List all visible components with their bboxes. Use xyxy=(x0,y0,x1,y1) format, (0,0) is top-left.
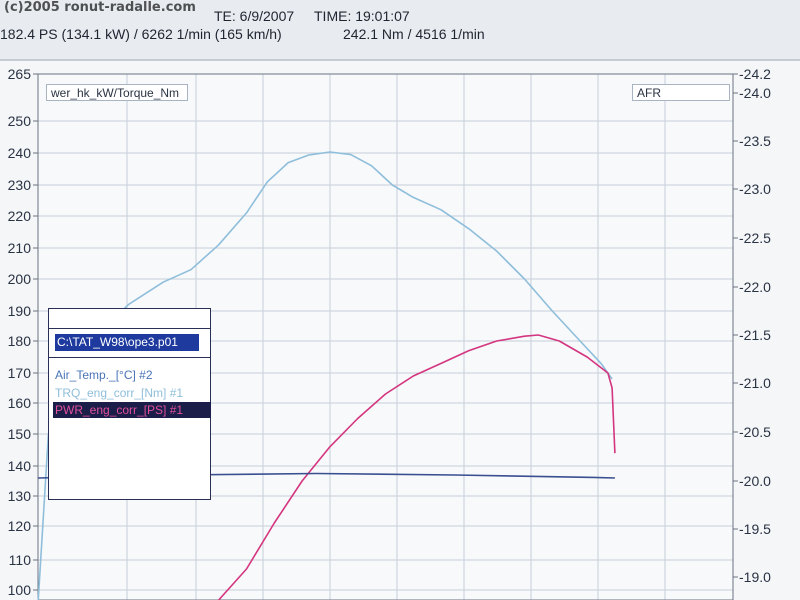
left-tick-label: 210 xyxy=(8,240,32,256)
test-date: TE: 6/9/2007 xyxy=(214,8,295,24)
plot-border xyxy=(37,73,734,600)
right-tick-label: -19.5 xyxy=(739,521,771,537)
left-tick-label: 130 xyxy=(8,488,32,504)
right-tick-label: -22.5 xyxy=(739,230,771,246)
left-tick-label: 160 xyxy=(8,395,32,411)
test-time: TIME: 19:01:07 xyxy=(314,8,410,24)
left-tick-label: 230 xyxy=(8,177,32,193)
left-axis-title: wer_hk_kW/Torque_Nm xyxy=(46,84,188,101)
left-tick-label: 240 xyxy=(8,145,32,161)
left-tick-label: 150 xyxy=(8,426,32,442)
watermark: (c)2005 ronut-radalle.com xyxy=(4,0,196,15)
left-tick-label: 100 xyxy=(8,582,32,598)
legend-panel: C:\TAT_W98\ope3.p01 Air_Temp._[°C] #2 TR… xyxy=(48,308,211,500)
left-tick-label: 220 xyxy=(8,208,32,224)
left-tick-label: 140 xyxy=(8,458,32,474)
left-axis: 100 110 120 130 140 150 160 170 180 190 200 210 220 2… xyxy=(8,66,38,598)
right-tick-label: -22.0 xyxy=(739,279,771,295)
left-tick-label: 170 xyxy=(8,365,32,381)
left-tick-label: 250 xyxy=(8,113,32,129)
right-tick-label: -20.5 xyxy=(739,424,771,440)
left-tick-label: 190 xyxy=(8,303,32,319)
right-tick-label: -21.0 xyxy=(739,375,771,391)
legend-item-power[interactable]: PWR_eng_corr_[PS] #1 xyxy=(53,402,211,418)
left-tick-label: 200 xyxy=(8,271,32,287)
right-tick-label: -24.2 xyxy=(739,66,771,82)
series-line-pwr-eng-corr-ps-1 xyxy=(218,334,616,600)
left-tick-label: 110 xyxy=(9,552,32,568)
right-axis: -24.2 -24.0 -23.5 -23.0 -22.5 -22.0 -21.5 -21.0… xyxy=(733,66,771,585)
right-tick-label: -21.5 xyxy=(739,327,771,343)
legend-item-air-temp[interactable]: Air_Temp._[°C] #2 xyxy=(55,368,153,382)
right-axis-title: AFR xyxy=(632,84,730,101)
power-summary: 182.4 PS (134.1 kW) / 6262 1/min (165 km… xyxy=(0,26,282,42)
right-tick-label: -20.0 xyxy=(739,473,771,489)
right-tick-label: -23.0 xyxy=(739,181,771,197)
header-background xyxy=(0,0,800,60)
legend-separator xyxy=(49,357,210,358)
left-tick-label: 265 xyxy=(8,66,32,82)
right-tick-label: -23.5 xyxy=(739,133,771,149)
right-tick-label: -19.0 xyxy=(739,569,771,585)
grid-lines xyxy=(37,73,734,600)
legend-title-strip xyxy=(49,309,210,329)
legend-item-torque[interactable]: TRQ_eng_corr_[Nm] #1 xyxy=(55,386,184,400)
left-tick-label: 120 xyxy=(8,518,32,534)
torque-summary: 242.1 Nm / 4516 1/min xyxy=(343,26,485,42)
legend-file-name[interactable]: C:\TAT_W98\ope3.p01 xyxy=(55,334,199,351)
right-tick-label: -24.0 xyxy=(739,85,771,101)
left-tick-label: 180 xyxy=(8,333,32,349)
series-line-trq-eng-corr-nm-1 xyxy=(37,151,613,600)
